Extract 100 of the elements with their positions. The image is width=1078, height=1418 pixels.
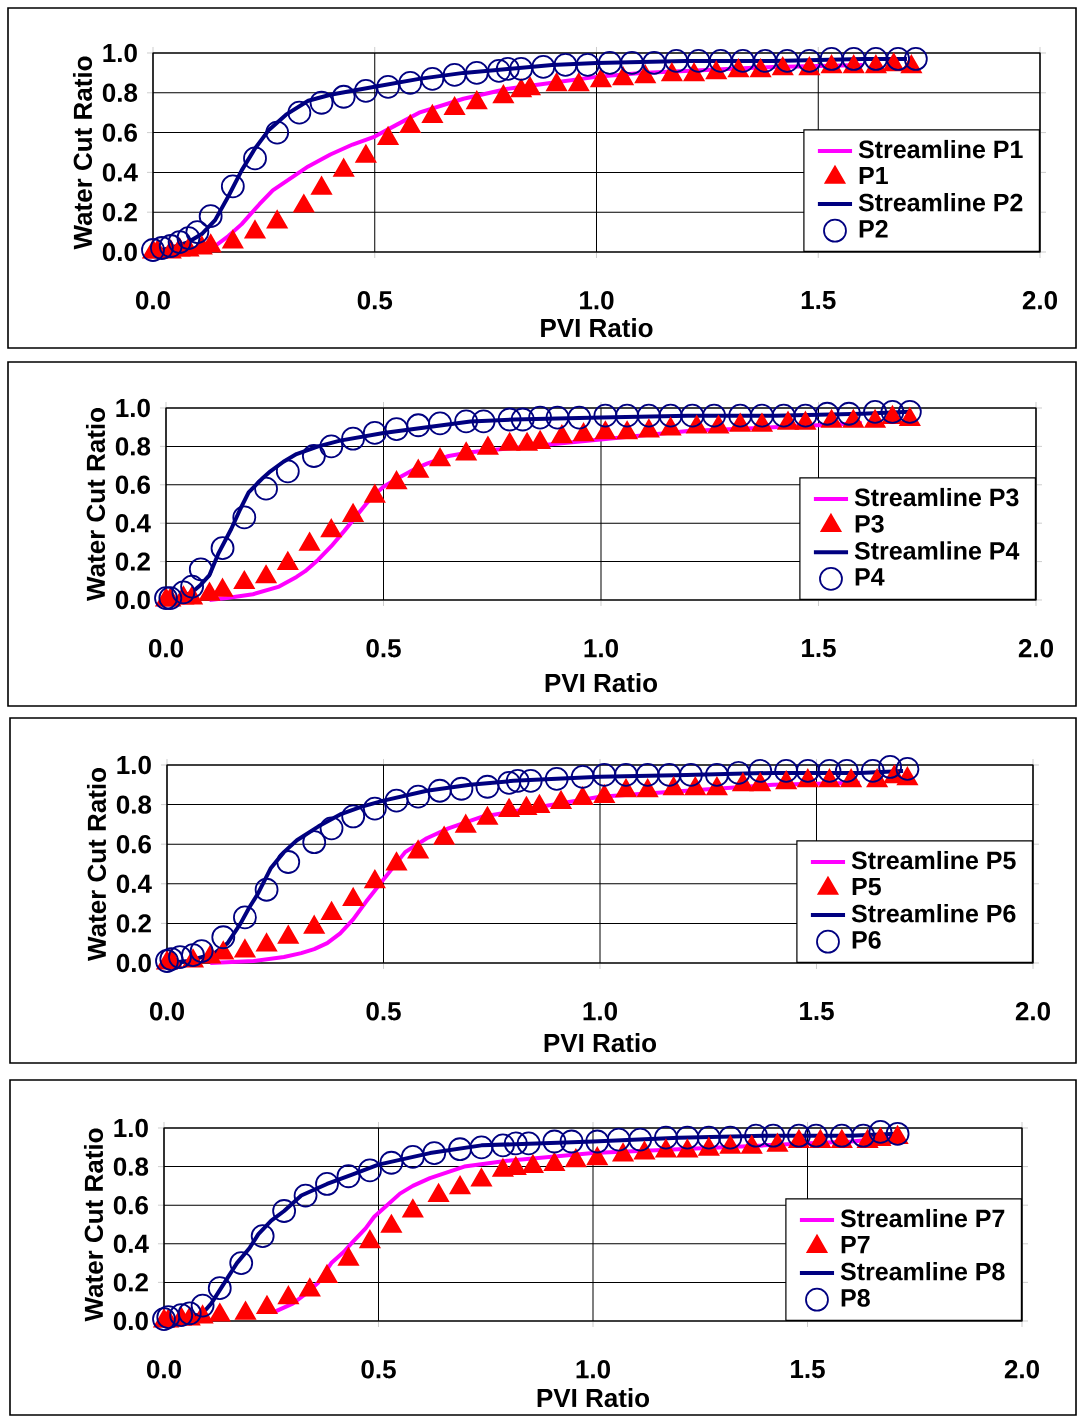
- point: [696, 1125, 721, 1150]
- point: [464, 60, 489, 85]
- point: [333, 158, 355, 177]
- point: [815, 401, 840, 426]
- point: [471, 409, 496, 434]
- point: [386, 470, 407, 490]
- point: [336, 1164, 361, 1189]
- point: [449, 1175, 471, 1195]
- point: [753, 49, 777, 73]
- legend-label: Streamline P6: [851, 904, 1016, 923]
- x-axis-title: PVI Ratio: [545, 673, 658, 693]
- point: [545, 405, 570, 430]
- point: [342, 887, 364, 907]
- point: [398, 70, 423, 95]
- point: [427, 778, 452, 803]
- point: [277, 1285, 299, 1305]
- point: [730, 49, 755, 73]
- point: [531, 55, 556, 79]
- point: [379, 1150, 404, 1175]
- legend-label: Streamline P7: [840, 1208, 1005, 1228]
- x-tick-label: 1.0: [576, 1360, 611, 1379]
- point: [829, 1123, 854, 1148]
- y-tick-label: 0.6: [115, 475, 150, 494]
- y-tick-label: 0.2: [116, 914, 151, 933]
- point: [234, 939, 256, 958]
- point: [895, 757, 920, 781]
- point: [575, 53, 600, 77]
- point: [510, 407, 535, 432]
- point: [376, 74, 400, 99]
- point: [864, 47, 888, 71]
- point: [331, 84, 356, 109]
- point: [487, 59, 511, 83]
- point: [491, 1133, 515, 1158]
- point: [455, 814, 477, 833]
- legend-label: P4: [855, 568, 885, 586]
- point: [705, 762, 729, 787]
- y-axis-title: Water Cut Ratio: [86, 768, 107, 961]
- point: [428, 411, 452, 436]
- point: [442, 62, 467, 87]
- point: [851, 1123, 876, 1148]
- point: [303, 915, 325, 934]
- point: [620, 51, 644, 75]
- point: [319, 816, 344, 841]
- point: [597, 51, 622, 75]
- point: [287, 100, 312, 125]
- y-axis-title: Water Cut Ratio: [85, 408, 106, 601]
- point: [518, 768, 543, 793]
- point: [319, 434, 344, 459]
- point: [819, 47, 844, 71]
- point: [342, 503, 364, 522]
- x-tick-label: 1.5: [800, 1002, 834, 1021]
- point: [775, 49, 800, 73]
- point: [550, 790, 572, 810]
- point: [256, 933, 278, 952]
- point: [320, 518, 342, 538]
- point: [748, 759, 773, 783]
- y-tick-label: 0.2: [102, 202, 137, 222]
- point: [449, 776, 474, 801]
- point: [233, 570, 255, 590]
- point: [559, 1129, 584, 1154]
- y-tick-label: 0.0: [113, 1311, 148, 1331]
- x-tick-label: 2.0: [1004, 1360, 1040, 1379]
- point: [455, 442, 477, 461]
- point: [868, 1119, 893, 1144]
- point: [795, 759, 820, 783]
- point: [406, 784, 431, 809]
- point: [299, 532, 320, 551]
- point: [726, 761, 751, 785]
- point: [277, 551, 299, 570]
- point: [614, 762, 638, 787]
- point: [362, 421, 387, 445]
- point: [359, 1229, 381, 1249]
- point: [420, 66, 445, 91]
- point: [542, 1129, 567, 1154]
- point: [272, 1199, 297, 1223]
- x-tick-label: 2.0: [1015, 1002, 1051, 1021]
- x-tick-label: 2.0: [1018, 639, 1054, 658]
- point: [384, 788, 409, 813]
- legend-label: P6: [852, 931, 881, 949]
- point: [256, 1295, 278, 1314]
- point: [804, 1123, 828, 1148]
- point: [377, 126, 399, 145]
- point: [897, 399, 922, 424]
- point: [503, 1131, 528, 1156]
- point: [229, 1251, 254, 1275]
- point: [265, 120, 290, 145]
- point: [293, 194, 315, 213]
- point: [399, 114, 421, 134]
- y-tick-label: 0.4: [102, 163, 138, 182]
- x-tick-label: 1.0: [583, 1002, 618, 1021]
- y-tick-label: 0.0: [115, 590, 150, 610]
- x-tick-label: 1.0: [584, 639, 619, 658]
- point: [364, 484, 386, 503]
- y-tick-label: 1.0: [117, 755, 151, 775]
- legend-label: P7: [841, 1235, 870, 1254]
- point: [421, 104, 443, 124]
- y-tick-label: 1.0: [103, 43, 137, 63]
- point: [433, 826, 455, 845]
- x-tick-label: 0.5: [366, 1002, 401, 1021]
- x-tick-label: 0.0: [149, 1002, 184, 1021]
